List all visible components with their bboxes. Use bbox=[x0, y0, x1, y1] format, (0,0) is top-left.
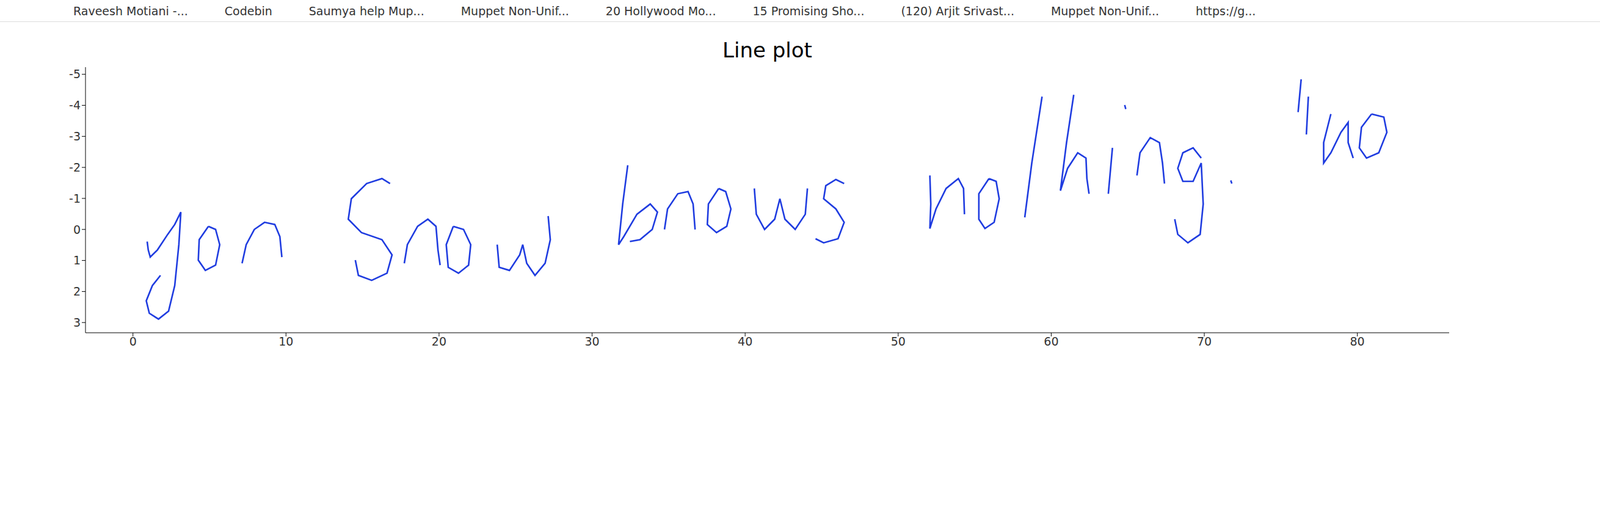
svg-text:0: 0 bbox=[73, 222, 81, 237]
html-text:Raveesh Motiani -...: Raveesh Motiani -... bbox=[73, 3, 188, 18]
svg-text:-5: -5 bbox=[69, 67, 81, 81]
html-text:https://g...: https://g... bbox=[1195, 3, 1256, 18]
html-text:Line plot: Line plot bbox=[722, 37, 813, 63]
svg-text:-2: -2 bbox=[69, 160, 81, 175]
svg-text:70: 70 bbox=[1196, 334, 1212, 349]
html-text:20 Hollywood Mo...: 20 Hollywood Mo... bbox=[605, 3, 717, 18]
svg-text:50: 50 bbox=[890, 334, 906, 349]
svg-text:0: 0 bbox=[129, 334, 137, 349]
svg-text:-4: -4 bbox=[69, 98, 81, 112]
html-text:Muppet Non-Unif...: Muppet Non-Unif... bbox=[460, 3, 570, 18]
html-text:(120) Arjit Srivast...: (120) Arjit Srivast... bbox=[901, 3, 1015, 18]
svg-text:-3: -3 bbox=[69, 129, 81, 143]
svg-text:3: 3 bbox=[73, 315, 81, 330]
html-text:Codebin: Codebin bbox=[224, 3, 273, 18]
html-text:Saumya help Mup...: Saumya help Mup... bbox=[308, 3, 425, 18]
html-text:15 Promising Sho...: 15 Promising Sho... bbox=[752, 3, 865, 18]
svg-text:2: 2 bbox=[73, 284, 81, 299]
svg-text:10: 10 bbox=[278, 334, 294, 349]
svg-text:40: 40 bbox=[737, 334, 753, 349]
svg-text:80: 80 bbox=[1350, 334, 1365, 349]
svg-text:60: 60 bbox=[1043, 334, 1059, 349]
html-text:Muppet Non-Unif...: Muppet Non-Unif... bbox=[1050, 3, 1160, 18]
svg-text:20: 20 bbox=[431, 334, 447, 349]
svg-text:1: 1 bbox=[73, 253, 81, 267]
svg-text:30: 30 bbox=[584, 334, 600, 349]
svg-text:-1: -1 bbox=[69, 191, 81, 206]
